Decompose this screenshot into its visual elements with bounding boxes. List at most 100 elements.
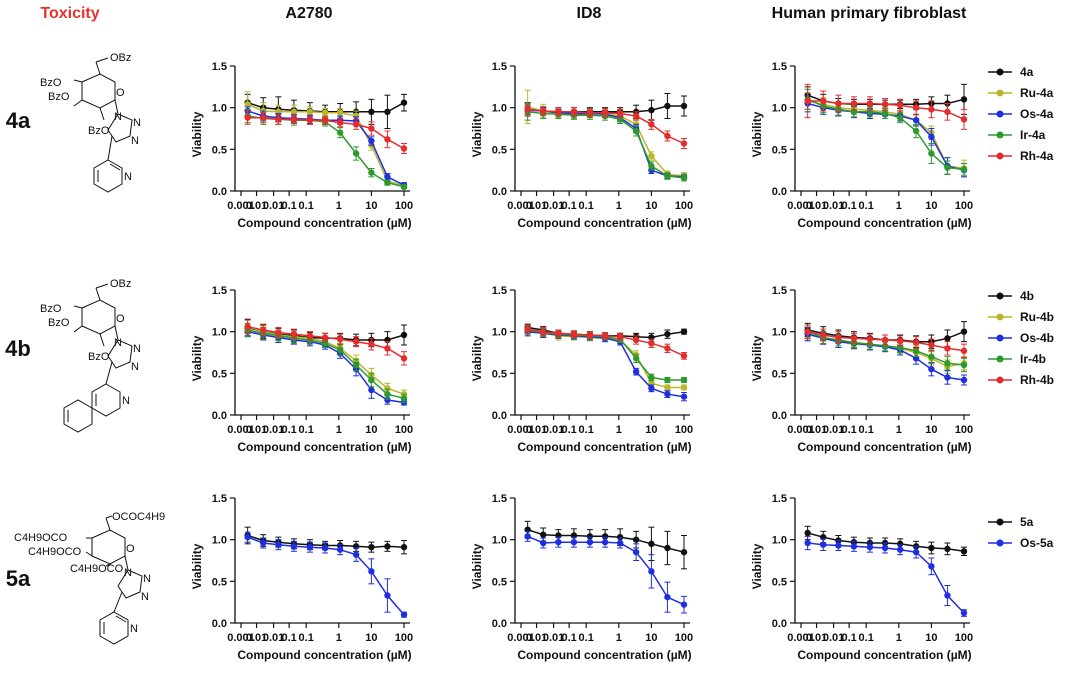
data-point [555, 330, 562, 337]
x-tick-label: 1 [896, 632, 902, 644]
data-point [632, 548, 640, 556]
data-point [616, 333, 624, 340]
data-point [912, 548, 920, 556]
x-tick-label: 0.1 [299, 424, 314, 436]
y-tick-label: 1.0 [212, 103, 227, 115]
x-tick-label: 0.1 [842, 200, 857, 212]
data-point [540, 539, 547, 547]
data-point [648, 340, 655, 347]
data-point [601, 109, 609, 116]
data-point [601, 533, 609, 540]
data-point [664, 132, 671, 140]
data-point [944, 545, 951, 553]
x-tick-label: 1 [896, 200, 902, 212]
data-point [384, 390, 391, 398]
x-tick-label: 100 [395, 632, 413, 644]
x-tick-label: 0.001 [507, 424, 535, 436]
data-point [244, 101, 251, 108]
data-point [960, 328, 968, 335]
data-point [601, 332, 609, 340]
substituent-label: OCOC4H9 [112, 511, 165, 523]
atom-label-o: O [116, 313, 125, 325]
x-tick-label: 0.1 [859, 632, 874, 644]
y-tick-label: 1.0 [492, 327, 507, 339]
y-tick-label: 0.0 [772, 618, 787, 630]
data-point [275, 329, 282, 336]
atom-label-n: N [131, 135, 139, 147]
substituent-label: OBz [110, 278, 131, 290]
data-point [290, 108, 298, 116]
y-axis-title: Viability [750, 111, 764, 157]
legend-label: 5a [1020, 515, 1034, 529]
x-tick-label: 100 [395, 424, 413, 436]
y-tick-label: 1.5 [212, 493, 227, 505]
data-point [400, 611, 408, 618]
data-point [928, 544, 935, 552]
data-point [960, 609, 968, 617]
legend-marker [996, 539, 1004, 547]
x-tick-label: 0.001 [787, 424, 815, 436]
x-axis-title: Compound concentration (µM) [517, 440, 691, 454]
data-point [960, 166, 968, 173]
data-point [881, 336, 889, 344]
data-point [321, 116, 329, 124]
data-point [944, 592, 951, 599]
legend-row-5a: 5a Os-5a [988, 515, 1054, 550]
data-point [306, 108, 314, 116]
structure-5a [85, 515, 143, 645]
data-point [400, 331, 408, 339]
x-tick-label: 10 [365, 424, 377, 436]
data-point [928, 365, 935, 373]
x-tick-label: 10 [925, 200, 937, 212]
data-point [384, 136, 391, 143]
data-point [680, 102, 688, 110]
data-point [260, 114, 267, 121]
atom-label-n: N [133, 117, 141, 129]
data-point [881, 544, 889, 552]
data-point [306, 543, 314, 551]
x-tick-label: 0.001 [507, 632, 535, 644]
y-tick-label: 1.0 [772, 327, 787, 339]
legend-label: Rh-4b [1020, 373, 1054, 387]
y-axis-title: Viability [190, 335, 204, 381]
x-tick-label: 0.01 [246, 632, 267, 644]
data-point [384, 396, 391, 404]
data-point [804, 328, 811, 335]
x-tick-label: 10 [645, 200, 657, 212]
data-point [540, 328, 547, 335]
data-point [850, 543, 858, 550]
data-point [960, 116, 968, 123]
data-point [384, 345, 391, 352]
data-point [368, 169, 375, 176]
series-Os-5a [244, 531, 408, 618]
legend-label: Ir-4b [1020, 352, 1046, 366]
data-point [804, 529, 811, 537]
legend-label: Ru-4a [1020, 86, 1054, 100]
y-tick-label: 1.5 [492, 285, 507, 297]
x-tick-label: 0.1 [299, 200, 314, 212]
x-tick-label: 0.01 [806, 632, 827, 644]
data-point [896, 101, 904, 109]
legend-marker [996, 110, 1004, 118]
data-point [881, 110, 889, 117]
y-tick-label: 1.5 [772, 493, 787, 505]
data-point [835, 334, 842, 341]
data-point [368, 543, 375, 551]
legend-marker [996, 131, 1004, 139]
data-point [586, 538, 594, 546]
structure-4b [63, 283, 133, 433]
y-axis-title: Viability [470, 111, 484, 157]
data-point [244, 533, 251, 541]
data-point [400, 543, 408, 551]
data-point [570, 330, 578, 338]
y-tick-label: 1.0 [772, 103, 787, 115]
legend-marker [996, 334, 1004, 342]
substituent-label: C4H9OCO [14, 532, 68, 544]
structure-4a-labels: OBz BzO BzO BzO O N N N N [40, 52, 141, 183]
x-tick-label: 0.1 [842, 632, 857, 644]
y-axis-title: Viability [470, 543, 484, 589]
data-point [632, 127, 640, 135]
series-Ru-4a [524, 89, 688, 180]
